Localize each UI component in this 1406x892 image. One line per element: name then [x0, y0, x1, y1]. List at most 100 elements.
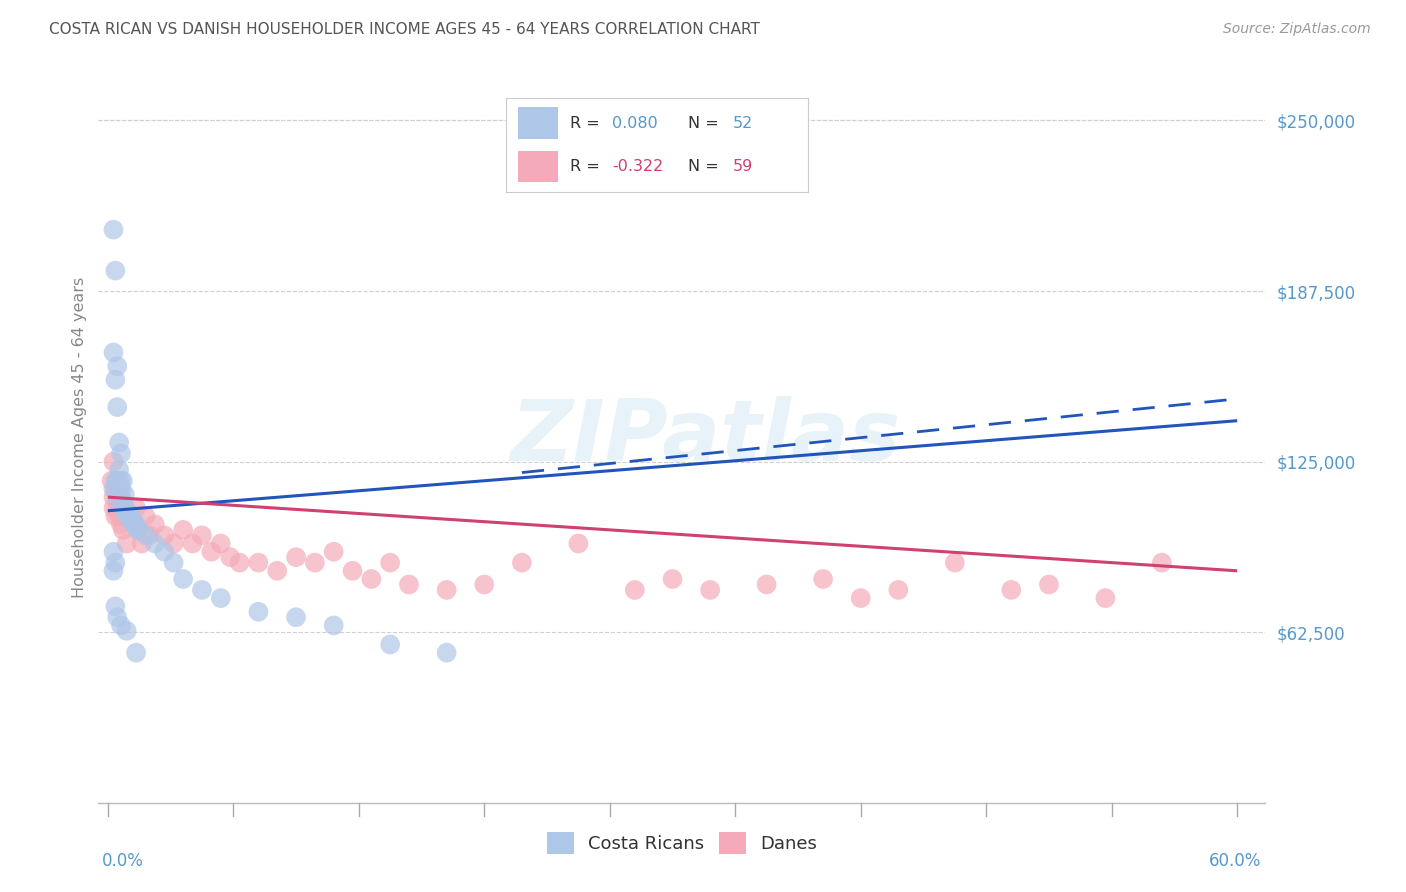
Text: N =: N =: [688, 159, 724, 174]
Point: [114, 501, 136, 516]
Point: [110, 618, 132, 632]
Point: [104, 474, 127, 488]
Point: [134, 528, 156, 542]
Point: [143, 517, 166, 532]
Point: [219, 550, 242, 565]
Point: [121, 515, 143, 529]
Point: [117, 509, 139, 524]
Point: [108, 509, 131, 524]
Point: [266, 564, 288, 578]
Point: [143, 536, 166, 550]
Point: [111, 495, 134, 509]
Point: [811, 572, 834, 586]
Point: [472, 577, 495, 591]
Text: COSTA RICAN VS DANISH HOUSEHOLDER INCOME AGES 45 - 64 YEARS CORRELATION CHART: COSTA RICAN VS DANISH HOUSEHOLDER INCOME…: [49, 22, 761, 37]
Point: [1150, 556, 1173, 570]
Point: [110, 474, 132, 488]
Point: [127, 523, 149, 537]
Point: [172, 572, 194, 586]
Text: 52: 52: [733, 116, 754, 131]
Point: [125, 520, 148, 534]
Point: [943, 556, 966, 570]
Point: [887, 582, 910, 597]
Point: [322, 618, 344, 632]
Point: [115, 504, 138, 518]
Point: [110, 517, 132, 532]
Point: [163, 536, 186, 550]
Point: [111, 501, 134, 516]
Point: [699, 582, 721, 597]
Legend: Costa Ricans, Danes: Costa Ricans, Danes: [541, 827, 823, 860]
Point: [228, 556, 250, 570]
Text: ZIPatlas: ZIPatlas: [510, 395, 900, 479]
Point: [103, 482, 125, 496]
Point: [120, 512, 142, 526]
Point: [342, 564, 364, 578]
Point: [661, 572, 683, 586]
Point: [105, 474, 128, 488]
Point: [105, 501, 128, 516]
Point: [125, 646, 148, 660]
Point: [172, 523, 194, 537]
Point: [380, 638, 402, 652]
Point: [120, 509, 142, 524]
Point: [191, 528, 214, 542]
Text: 60.0%: 60.0%: [1209, 852, 1261, 870]
Point: [127, 523, 149, 537]
Point: [115, 507, 138, 521]
Point: [304, 556, 326, 570]
Point: [121, 512, 143, 526]
Point: [104, 373, 127, 387]
Text: N =: N =: [688, 116, 724, 131]
Point: [100, 474, 122, 488]
Point: [285, 610, 308, 624]
Point: [849, 591, 872, 606]
Point: [108, 435, 131, 450]
Text: Source: ZipAtlas.com: Source: ZipAtlas.com: [1223, 22, 1371, 37]
Point: [209, 591, 232, 606]
Point: [624, 582, 647, 597]
Point: [111, 495, 134, 509]
Point: [103, 564, 125, 578]
Point: [110, 490, 132, 504]
Point: [114, 501, 136, 516]
Point: [122, 517, 145, 532]
Point: [247, 605, 270, 619]
Point: [103, 345, 125, 359]
Point: [125, 517, 148, 532]
Bar: [519, 108, 558, 139]
Point: [110, 482, 132, 496]
Text: -0.322: -0.322: [612, 159, 664, 174]
Point: [247, 556, 270, 570]
Point: [122, 517, 145, 532]
Point: [191, 582, 214, 597]
Point: [285, 550, 308, 565]
Point: [567, 536, 589, 550]
Point: [103, 501, 125, 516]
Point: [104, 263, 127, 277]
Point: [105, 490, 128, 504]
Point: [105, 400, 128, 414]
Point: [104, 556, 127, 570]
Point: [322, 545, 344, 559]
Point: [105, 359, 128, 373]
Point: [163, 556, 186, 570]
Point: [114, 487, 136, 501]
Point: [108, 463, 131, 477]
Point: [1038, 577, 1060, 591]
Text: R =: R =: [569, 116, 605, 131]
Point: [200, 545, 222, 559]
Bar: [519, 151, 558, 183]
Point: [360, 572, 382, 586]
Point: [398, 577, 420, 591]
Point: [111, 523, 134, 537]
Point: [153, 528, 176, 542]
Point: [1094, 591, 1116, 606]
Point: [510, 556, 533, 570]
Point: [115, 624, 138, 638]
Point: [103, 455, 125, 469]
Point: [108, 482, 131, 496]
Point: [436, 582, 458, 597]
Point: [209, 536, 232, 550]
Text: R =: R =: [569, 159, 605, 174]
